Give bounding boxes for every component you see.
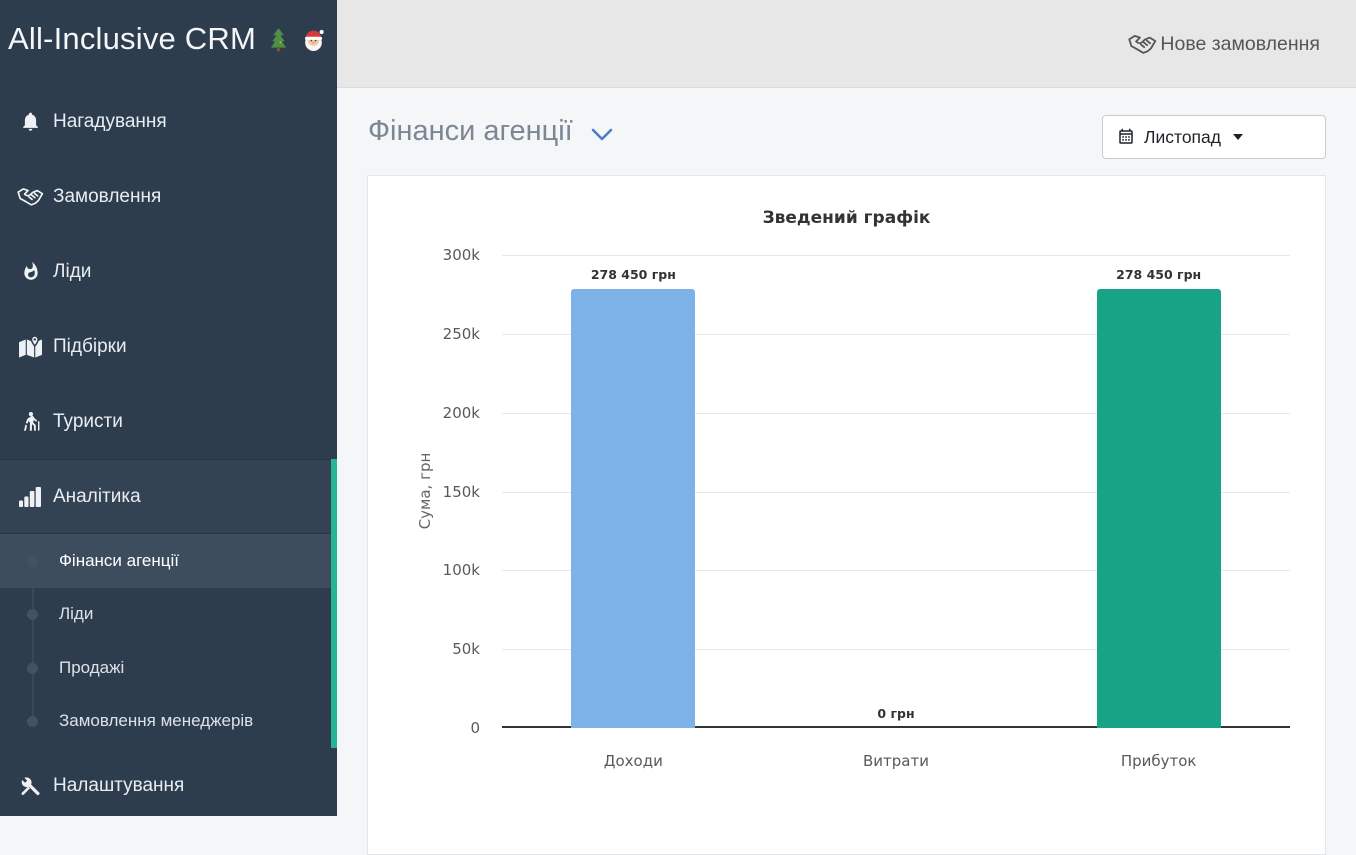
sidebar-item-label: Замовлення bbox=[53, 186, 161, 208]
topbar: Нове замовлення bbox=[337, 0, 1356, 88]
caret-down-icon bbox=[1233, 134, 1243, 140]
app-logo[interactable]: All-Inclusive CRM bbox=[0, 0, 337, 57]
y-tick-label: 250k bbox=[443, 325, 480, 343]
submenu-item-sales[interactable]: Продажі bbox=[0, 641, 331, 695]
christmas-tree-icon bbox=[269, 27, 288, 52]
analytics-active-group: Аналітика Фінанси агенції Ліди Продажі З… bbox=[0, 459, 337, 748]
bar-chart-icon bbox=[17, 487, 44, 507]
new-order-label: Нове замовлення bbox=[1160, 33, 1320, 56]
month-selector-value: Листопад bbox=[1144, 127, 1221, 148]
month-selector[interactable]: Листопад bbox=[1102, 115, 1326, 159]
content-area: Фінанси агенції Листопад Зведений графік… bbox=[337, 88, 1356, 816]
submenu-item-label: Фінанси агенції bbox=[59, 551, 179, 571]
submenu-item-manager-orders[interactable]: Замовлення менеджерів bbox=[0, 695, 331, 749]
bar-value-label: 278 450 грн bbox=[591, 267, 676, 282]
sidebar-nav: Нагадування Замовлення Ліди Підбірки Тур bbox=[0, 84, 337, 823]
y-tick-label: 300k bbox=[443, 246, 480, 264]
sidebar-item-analytics[interactable]: Аналітика bbox=[0, 459, 331, 534]
tools-icon bbox=[17, 775, 44, 797]
sidebar-item-label: Туристи bbox=[53, 411, 123, 433]
bar-column-expenses: 0 грн Витрати bbox=[765, 255, 1028, 728]
y-tick-label: 0 bbox=[470, 719, 480, 737]
chart-title: Зведений графік bbox=[368, 208, 1325, 228]
y-tick-label: 100k bbox=[443, 561, 480, 579]
x-category-label: Доходи bbox=[604, 752, 663, 770]
bar-value-label: 278 450 грн bbox=[1116, 267, 1201, 282]
sidebar-item-reminders[interactable]: Нагадування bbox=[0, 84, 337, 159]
santa-icon bbox=[301, 27, 326, 52]
new-order-button[interactable]: Нове замовлення bbox=[1128, 0, 1320, 88]
chevron-down-icon[interactable] bbox=[591, 128, 613, 141]
sidebar-item-label: Нагадування bbox=[53, 111, 167, 133]
handshake-icon bbox=[17, 186, 44, 207]
page-title: Фінанси агенції bbox=[368, 115, 613, 148]
sidebar-item-tourists[interactable]: Туристи bbox=[0, 384, 337, 459]
x-category-label: Витрати bbox=[863, 752, 929, 770]
analytics-submenu: Фінанси агенції Ліди Продажі Замовлення … bbox=[0, 534, 331, 748]
bar-incomes[interactable] bbox=[571, 289, 695, 728]
sidebar-item-orders[interactable]: Замовлення bbox=[0, 159, 337, 234]
sidebar-item-selections[interactable]: Підбірки bbox=[0, 309, 337, 384]
bar-series: 278 450 грн Доходи 0 грн Витрати 278 450… bbox=[502, 255, 1290, 728]
map-marked-icon bbox=[17, 336, 44, 358]
hiker-icon bbox=[17, 410, 44, 434]
bar-value-label: 0 грн bbox=[877, 706, 914, 721]
x-category-label: Прибуток bbox=[1121, 752, 1197, 770]
sidebar-item-label: Підбірки bbox=[53, 336, 127, 358]
submenu-item-label: Продажі bbox=[59, 658, 124, 678]
chart-plot-area: 300k 250k 200k 150k 100k 50k 0 278 450 г… bbox=[502, 255, 1290, 728]
sidebar-item-label: Ліди bbox=[53, 261, 91, 283]
bar-column-incomes: 278 450 грн Доходи bbox=[502, 255, 765, 728]
bar-profit[interactable] bbox=[1097, 289, 1221, 728]
y-tick-label: 150k bbox=[443, 483, 480, 501]
chart-card: Зведений графік Сума, грн 300k 250k 200k… bbox=[367, 175, 1326, 855]
sidebar: All-Inclusive CRM Нагадування Замовлення… bbox=[0, 0, 337, 816]
sidebar-item-leads[interactable]: Ліди bbox=[0, 234, 337, 309]
submenu-item-leads[interactable]: Ліди bbox=[0, 588, 331, 642]
sidebar-item-label: Налаштування bbox=[53, 775, 184, 797]
y-tick-label: 200k bbox=[443, 404, 480, 422]
y-axis-title: Сума, грн bbox=[416, 453, 434, 530]
fire-icon bbox=[17, 260, 44, 283]
page-title-text: Фінанси агенції bbox=[368, 115, 573, 148]
app-title: All-Inclusive CRM bbox=[8, 21, 256, 57]
y-tick-label: 50k bbox=[452, 640, 480, 658]
submenu-item-label: Ліди bbox=[59, 604, 93, 624]
sidebar-item-label: Аналітика bbox=[53, 486, 141, 508]
bell-icon bbox=[17, 110, 44, 133]
sidebar-item-settings[interactable]: Налаштування bbox=[0, 748, 337, 823]
submenu-item-agency-finances[interactable]: Фінанси агенції bbox=[0, 534, 331, 588]
bar-column-profit: 278 450 грн Прибуток bbox=[1027, 255, 1290, 728]
handshake-icon bbox=[1128, 33, 1157, 55]
submenu-item-label: Замовлення менеджерів bbox=[59, 711, 253, 731]
calendar-icon bbox=[1117, 128, 1135, 146]
